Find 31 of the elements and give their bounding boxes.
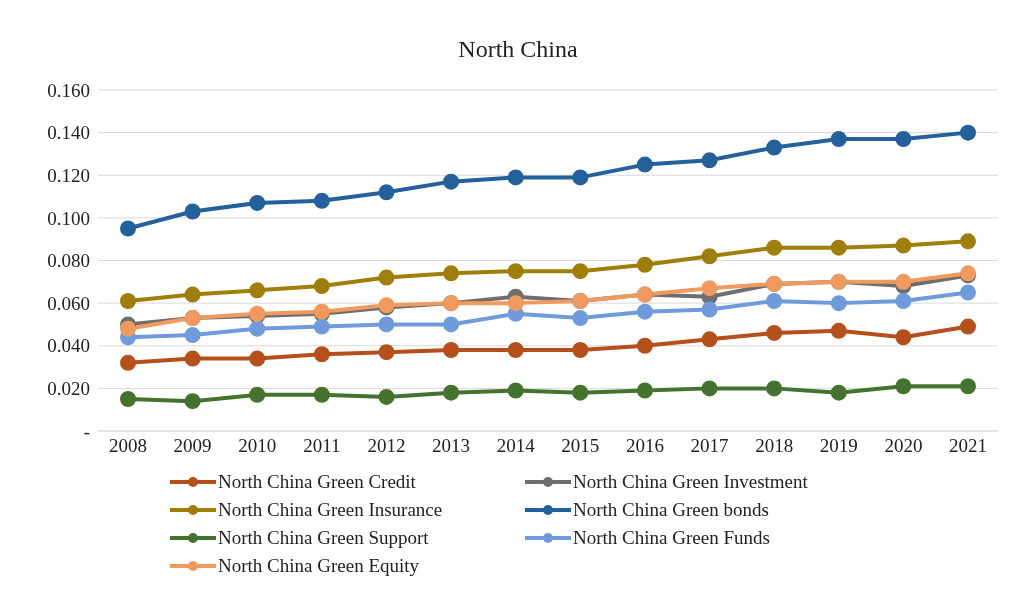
legend-label: North China Green Insurance bbox=[218, 499, 443, 521]
y-tick-label: 0.060 bbox=[47, 292, 90, 314]
legend-label: North China Green Support bbox=[218, 527, 429, 549]
x-tick-label: 2020 bbox=[884, 435, 923, 457]
x-tick-label: 2014 bbox=[496, 435, 536, 457]
x-tick-label: 2021 bbox=[949, 435, 987, 457]
legend-label: North China Green Credit bbox=[218, 471, 416, 493]
legend-label: North China Green bonds bbox=[573, 499, 769, 521]
y-tick-label: 0.160 bbox=[47, 79, 90, 101]
x-tick-label: 2008 bbox=[109, 435, 147, 457]
y-tick-label: 0.140 bbox=[47, 122, 90, 144]
y-tick-label: 0.040 bbox=[47, 335, 90, 357]
y-tick-label: 0.080 bbox=[47, 250, 90, 272]
legend-label: North China Green Investment bbox=[573, 471, 808, 493]
x-tick-label: 2017 bbox=[690, 435, 729, 457]
x-tick-label: 2013 bbox=[432, 435, 471, 457]
y-tick-label: 0.120 bbox=[47, 164, 90, 186]
x-tick-label: 2018 bbox=[755, 435, 794, 457]
y-tick-label: - bbox=[83, 420, 90, 442]
chart-title: North China bbox=[457, 35, 579, 64]
x-tick-label: 2011 bbox=[303, 435, 341, 457]
y-tick-label: 0.100 bbox=[47, 207, 90, 229]
legend-label: North China Green Funds bbox=[573, 527, 770, 549]
x-tick-label: 2010 bbox=[238, 435, 277, 457]
x-tick-label: 2012 bbox=[367, 435, 406, 457]
x-tick-label: 2009 bbox=[173, 435, 212, 457]
x-tick-label: 2015 bbox=[561, 435, 600, 457]
legend-label: North China Green Equity bbox=[218, 555, 420, 577]
x-tick-label: 2019 bbox=[819, 435, 858, 457]
x-tick-label: 2016 bbox=[625, 435, 664, 457]
y-tick-label: 0.020 bbox=[47, 378, 90, 400]
